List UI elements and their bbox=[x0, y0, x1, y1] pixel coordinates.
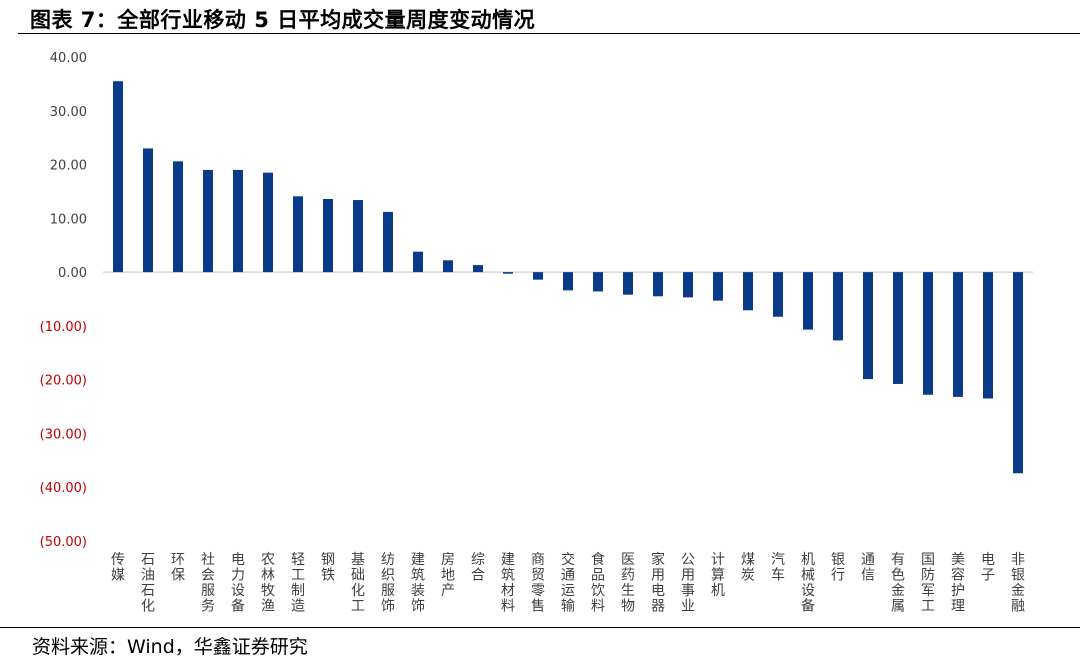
bar bbox=[653, 272, 663, 297]
category-label: 有色金属 bbox=[891, 552, 905, 615]
y-tick-label: 30.00 bbox=[50, 105, 87, 120]
category-label: 环保 bbox=[171, 552, 185, 584]
bar bbox=[203, 169, 213, 273]
category-label: 食品饮料 bbox=[591, 551, 605, 615]
category-label: 电力设备 bbox=[231, 552, 245, 615]
category-label: 钢铁 bbox=[321, 552, 335, 584]
bar bbox=[233, 169, 243, 273]
bar bbox=[593, 272, 603, 292]
bar bbox=[173, 161, 183, 273]
bar bbox=[263, 172, 273, 273]
y-tick-label: 0.00 bbox=[58, 266, 87, 281]
category-label: 汽车 bbox=[771, 552, 785, 584]
category-label: 社会服务 bbox=[201, 552, 215, 615]
bar bbox=[743, 272, 753, 311]
category-label: 机械设备 bbox=[801, 552, 815, 615]
category-label: 银行 bbox=[831, 552, 845, 584]
bar bbox=[953, 272, 963, 397]
bar bbox=[503, 272, 513, 274]
bar-chart: 40.00 30.00 20.00 10.00 0.00 (10.00) (20.00) (3… bbox=[40, 51, 1033, 615]
category-label: 国防军工 bbox=[921, 552, 935, 615]
category-label: 医药生物 bbox=[621, 552, 635, 615]
category-label: 建筑材料 bbox=[501, 552, 515, 615]
category-label: 建筑装饰 bbox=[411, 552, 425, 615]
category-label: 石油石化 bbox=[141, 552, 155, 615]
bar bbox=[1013, 272, 1023, 474]
bar bbox=[893, 272, 903, 384]
bar bbox=[623, 272, 633, 295]
bar bbox=[563, 272, 573, 291]
y-tick-label: (40.00) bbox=[40, 481, 87, 496]
bar bbox=[473, 265, 483, 273]
footer-divider bbox=[0, 627, 1080, 628]
category-label: 煤炭 bbox=[741, 552, 755, 584]
category-label: 交通运输 bbox=[561, 551, 575, 615]
y-tick-label: (20.00) bbox=[40, 374, 87, 389]
bar bbox=[383, 211, 393, 273]
category-label: 公用事业 bbox=[681, 552, 695, 615]
y-tick-label: (30.00) bbox=[40, 427, 87, 442]
category-label: 家用电器 bbox=[651, 551, 665, 615]
bar bbox=[533, 272, 543, 280]
category-label: 农林牧渔 bbox=[261, 552, 275, 615]
category-label: 基础化工 bbox=[351, 551, 365, 615]
title-divider bbox=[18, 33, 1080, 34]
bar bbox=[413, 251, 423, 273]
bar bbox=[293, 196, 303, 273]
bar bbox=[863, 272, 873, 380]
figure-title: 图表 7：全部行业移动 5 日平均成交量周度变动情况 bbox=[30, 8, 536, 32]
bar bbox=[713, 272, 723, 301]
y-tick-label: 40.00 bbox=[50, 51, 87, 66]
y-tick-label: 10.00 bbox=[50, 212, 87, 227]
category-label: 电子 bbox=[981, 552, 995, 584]
bar bbox=[833, 272, 843, 341]
bar bbox=[683, 272, 693, 298]
category-label: 轻工制造 bbox=[291, 552, 305, 615]
y-tick-label: (10.00) bbox=[40, 320, 87, 335]
bar bbox=[803, 272, 813, 330]
category-label: 美容护理 bbox=[951, 552, 965, 615]
category-label: 综合 bbox=[471, 552, 485, 584]
category-label: 商贸零售 bbox=[531, 552, 545, 615]
bar bbox=[353, 200, 363, 273]
y-tick-label: (50.00) bbox=[40, 535, 87, 550]
y-tick-label: 20.00 bbox=[50, 159, 87, 174]
bar bbox=[443, 260, 453, 273]
source-note: 资料来源：Wind，华鑫证券研究 bbox=[32, 636, 308, 658]
bar bbox=[143, 148, 153, 273]
category-label: 非银金融 bbox=[1011, 552, 1025, 615]
category-label: 计算机 bbox=[711, 552, 725, 599]
bar bbox=[113, 81, 123, 273]
bar bbox=[773, 272, 783, 317]
bar bbox=[323, 198, 333, 273]
bar bbox=[983, 272, 993, 399]
bar bbox=[923, 272, 933, 395]
category-label: 传媒 bbox=[111, 552, 125, 584]
category-label: 纺织服饰 bbox=[381, 552, 395, 615]
category-label: 房地产 bbox=[441, 552, 455, 599]
category-label: 通信 bbox=[861, 552, 875, 584]
